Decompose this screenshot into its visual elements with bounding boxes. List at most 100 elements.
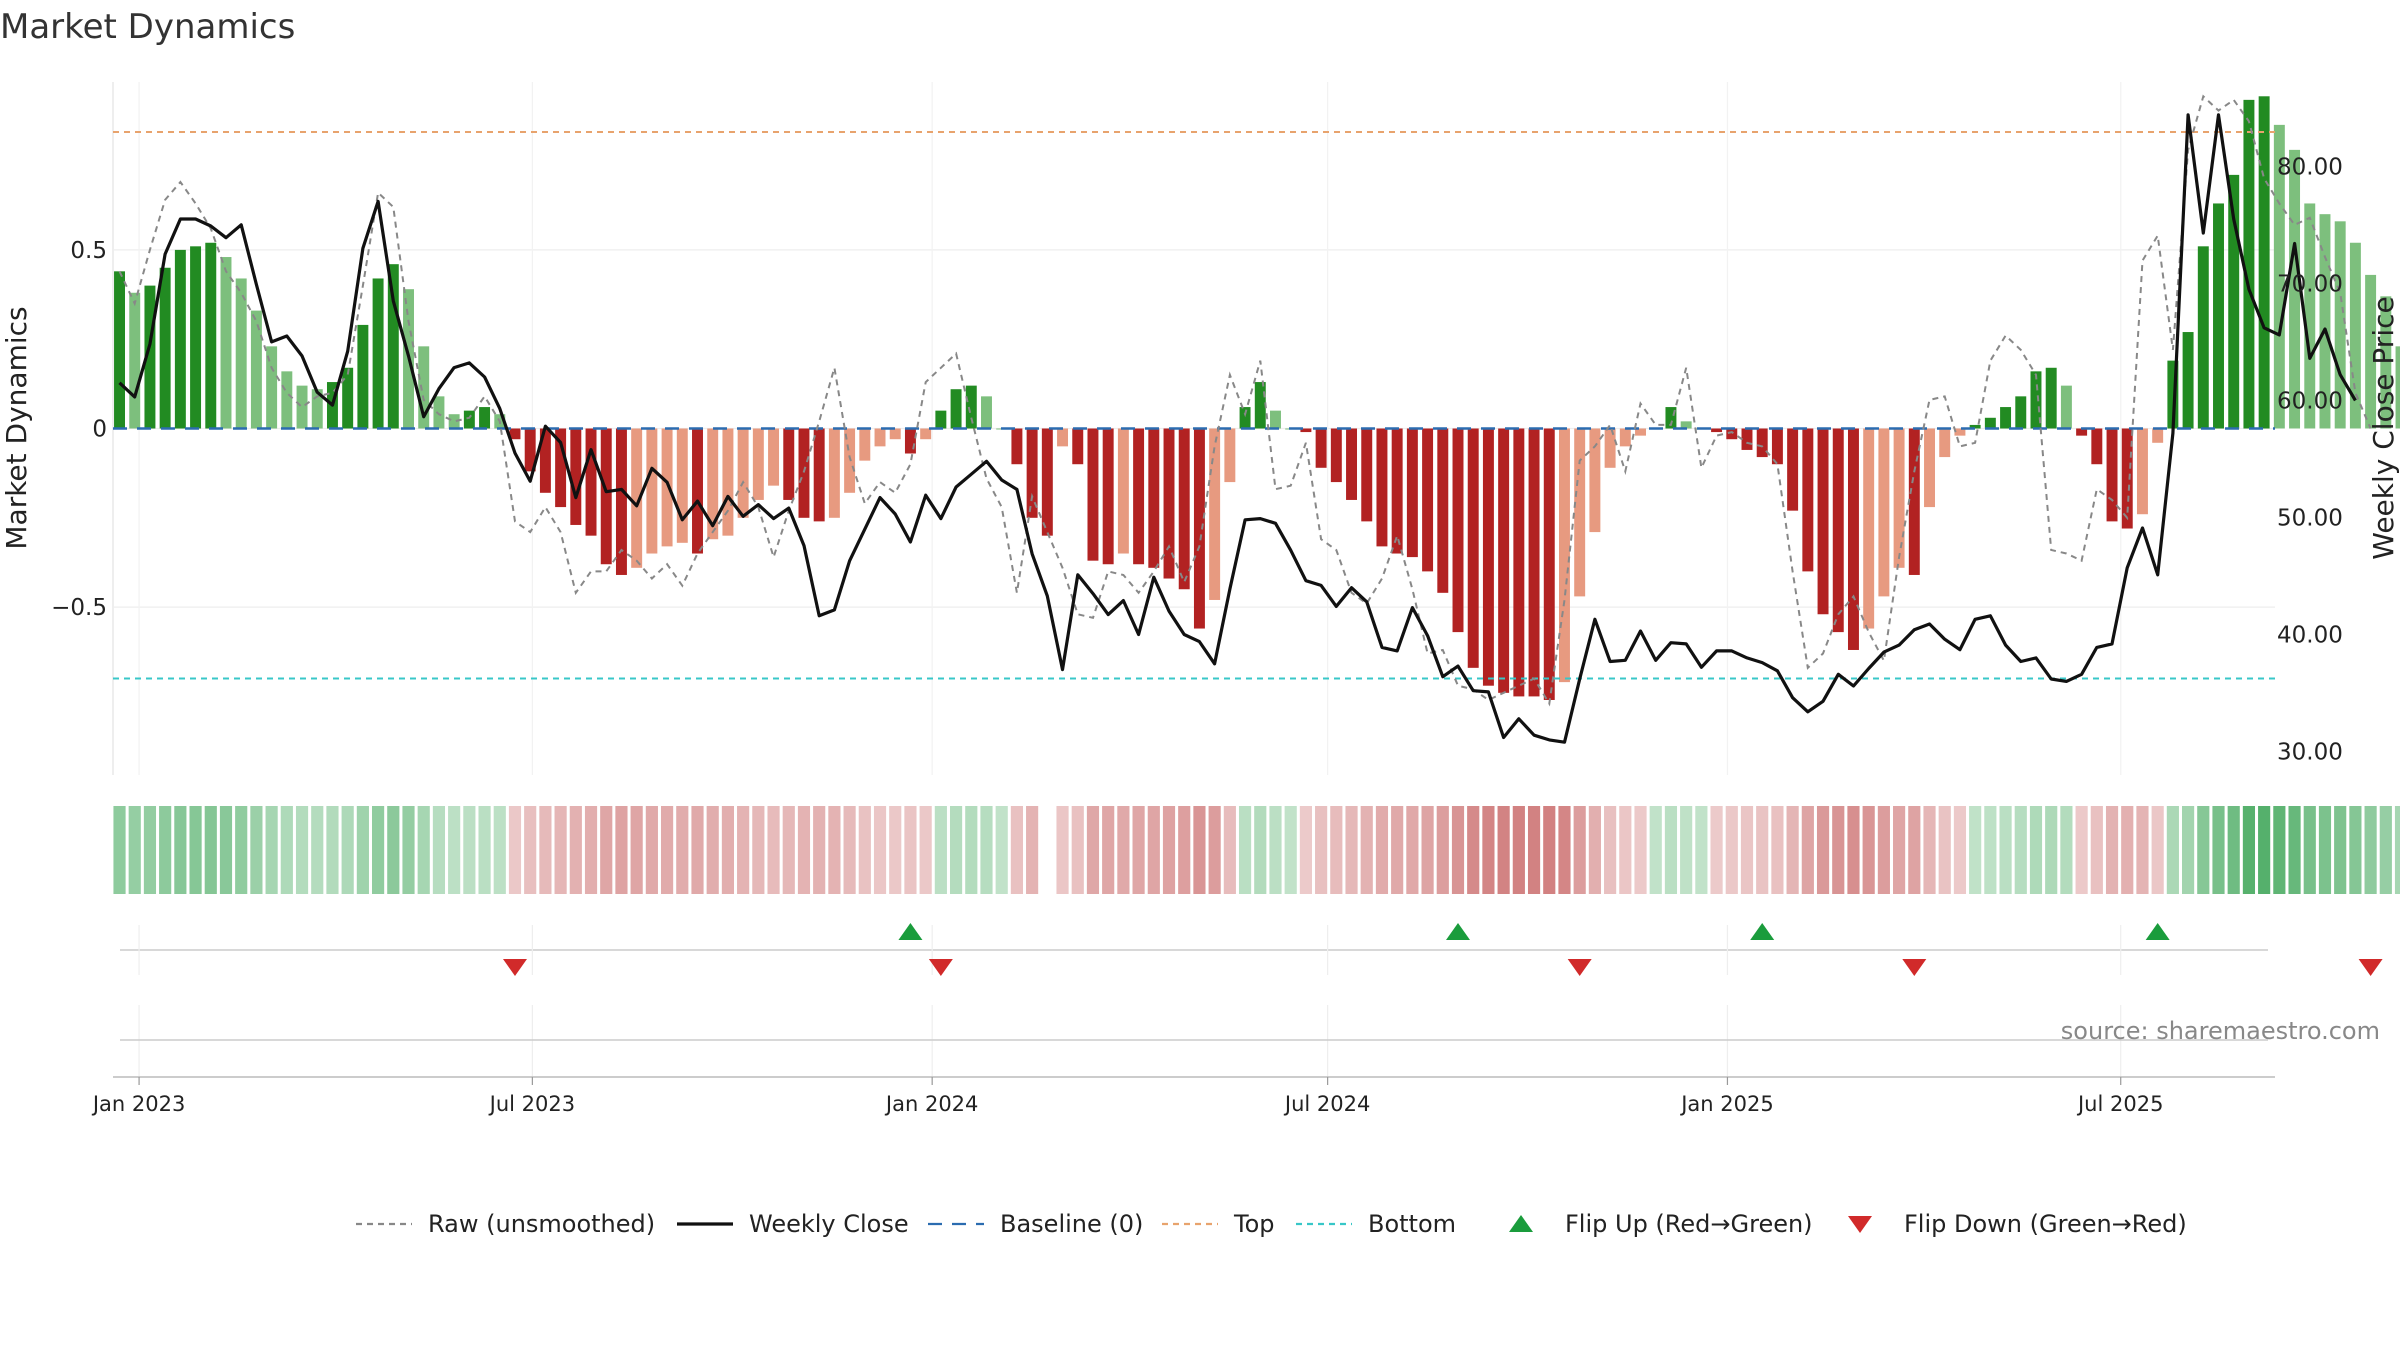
regime-strip-cell	[934, 806, 947, 894]
regime-strip-cell	[1497, 806, 1510, 894]
regime-strip-cell	[1908, 806, 1921, 894]
momentum-bar	[1498, 428, 1510, 693]
regime-strip-cell	[2105, 806, 2119, 894]
momentum-bar	[2060, 385, 2072, 429]
regime-strip-cell	[706, 806, 719, 894]
momentum-bar	[707, 428, 719, 540]
regime-strip-cell	[113, 806, 126, 894]
regime-strip-cell	[1664, 806, 1678, 894]
regime-strip-cell	[630, 806, 643, 894]
momentum-bar	[1270, 410, 1281, 429]
regime-strip-cell	[1771, 806, 1784, 894]
legend-label: Baseline (0)	[1000, 1210, 1143, 1238]
momentum-bar	[1771, 428, 1783, 465]
regime-strip-cell	[1999, 806, 2012, 894]
regime-strip-cell	[463, 806, 476, 894]
legend-swatch	[1848, 1216, 1872, 1233]
legend-swatch	[1509, 1215, 1533, 1232]
momentum-bar	[722, 428, 734, 536]
momentum-bar	[2304, 203, 2316, 429]
momentum-bar	[1452, 428, 1464, 633]
regime-strip-cell	[508, 806, 522, 894]
regime-strip-cell	[965, 806, 978, 894]
regime-strip-cell	[250, 806, 263, 894]
regime-strip-cell	[295, 806, 309, 894]
regime-strip-cell	[478, 806, 491, 894]
regime-strip-cell	[584, 806, 598, 894]
momentum-bar	[524, 428, 536, 472]
regime-strip-cell	[873, 806, 887, 894]
regime-strip-cell	[737, 806, 750, 894]
regime-strip-cell	[2288, 806, 2301, 894]
momentum-bar	[2152, 428, 2164, 443]
momentum-bar	[2121, 428, 2133, 529]
momentum-bar	[889, 428, 901, 440]
momentum-bar	[1513, 428, 1525, 697]
momentum-bar	[281, 371, 293, 429]
regime-strip-cell	[2303, 806, 2316, 894]
momentum-bar	[1072, 428, 1084, 465]
momentum-bar	[920, 428, 932, 440]
momentum-bar	[509, 428, 521, 440]
x-tick-label: Jul 2025	[2076, 1092, 2163, 1116]
momentum-bar	[1041, 428, 1053, 536]
regime-strip-cell	[372, 806, 385, 894]
momentum-bar	[174, 249, 186, 429]
y2-axis-ticks: 80.00 70.00 60.00 50.00 40.00 30.00	[2277, 154, 2343, 765]
momentum-bar	[159, 267, 171, 429]
regime-strip-cell	[1801, 806, 1814, 894]
momentum-bar	[479, 407, 491, 429]
regime-strip-cell	[2364, 806, 2377, 894]
momentum-bar	[1300, 428, 1312, 433]
regime-strip-cell	[980, 806, 993, 894]
momentum-bar	[205, 242, 217, 429]
momentum-bar	[2015, 396, 2027, 429]
momentum-bar	[1726, 428, 1738, 440]
momentum-bar	[1057, 428, 1069, 447]
regime-strip-cell	[1969, 806, 1982, 894]
regime-strip-cell	[1756, 806, 1769, 894]
regime-strip-cell	[1786, 806, 1799, 894]
regime-strip-cell	[1162, 806, 1176, 894]
regime-strip-cell	[1330, 806, 1343, 894]
regime-strip-cell	[2075, 806, 2088, 894]
momentum-bar	[1589, 428, 1601, 533]
regime-strip-cell	[159, 806, 172, 894]
momentum-bar	[1756, 428, 1768, 458]
momentum-bar	[387, 264, 399, 429]
regime-strip-cell	[2318, 806, 2332, 894]
regime-strip-cell	[1238, 806, 1252, 894]
momentum-bar	[631, 428, 643, 568]
momentum-bar	[1665, 407, 1677, 429]
momentum-bar	[2243, 99, 2255, 429]
x-axis-ticks: Jan 2023 Jul 2023 Jan 2024 Jul 2024 Jan 2025…	[91, 1077, 2163, 1116]
regime-strip-cell	[204, 806, 217, 894]
momentum-bar	[463, 410, 475, 429]
momentum-bar	[783, 428, 795, 500]
regime-strip-cell	[1406, 806, 1419, 894]
regime-strip-cell	[2242, 806, 2256, 894]
momentum-bar	[539, 428, 551, 493]
legend-item: Weekly Close	[677, 1210, 909, 1238]
momentum-bar	[570, 428, 582, 525]
regime-strip-cell	[128, 806, 141, 894]
momentum-bar	[220, 257, 232, 429]
momentum-bar	[129, 292, 141, 429]
y-tick-label: −0.5	[51, 595, 107, 621]
regime-strip-cell	[797, 806, 811, 894]
x-tick-label: Jan 2025	[1679, 1092, 1774, 1116]
momentum-bar	[357, 324, 369, 429]
raw-unsmoothed-line	[118, 94, 2372, 707]
y2-tick-label: 60.00	[2277, 388, 2343, 414]
regime-strip-cell	[2151, 806, 2164, 894]
regime-strip-cell	[1269, 806, 1282, 894]
momentum-bar	[981, 396, 992, 429]
legend-item: Bottom	[1296, 1210, 1456, 1238]
regime-strip-cell	[1634, 806, 1647, 894]
momentum-bar	[646, 428, 658, 554]
momentum-bar	[1422, 428, 1434, 572]
regime-strip-cell	[1619, 806, 1632, 894]
momentum-bar	[2182, 332, 2194, 429]
regime-strip-cell	[2197, 806, 2210, 894]
momentum-bar	[1315, 428, 1327, 468]
